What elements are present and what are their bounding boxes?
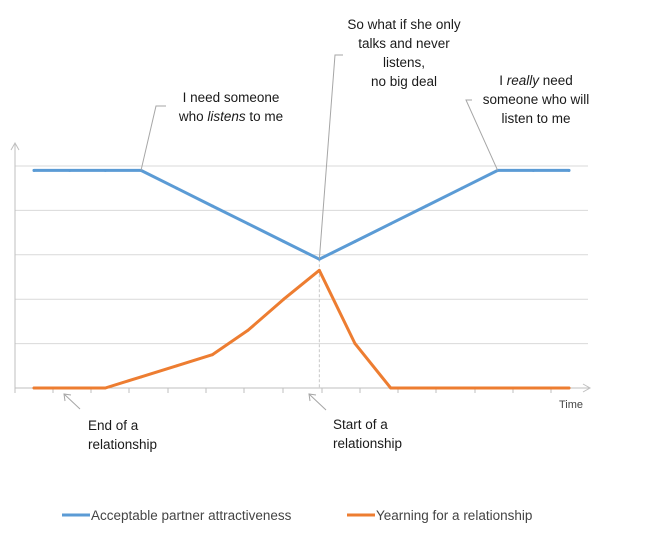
data-point <box>175 364 179 368</box>
annotation-listens: I need someone who listens to me <box>178 90 283 124</box>
data-point <box>175 186 179 190</box>
data-point <box>353 342 357 345</box>
data-point <box>424 204 428 208</box>
data-point <box>68 169 72 172</box>
data-point <box>246 328 250 332</box>
data-point <box>68 386 72 390</box>
leader-line-really <box>465 99 499 171</box>
annotation-end-rel: End of a relationship <box>88 418 157 452</box>
data-point <box>389 222 393 226</box>
leader-line-listens <box>140 105 166 171</box>
data-point <box>210 204 214 208</box>
data-point <box>460 386 464 390</box>
data-point <box>424 386 428 390</box>
pointer-end-relationship <box>63 393 81 410</box>
pointer-end-arrowhead <box>63 393 72 402</box>
data-point <box>567 386 571 390</box>
data-point <box>389 386 393 390</box>
data-point <box>317 268 321 272</box>
data-point <box>496 386 500 390</box>
data-point <box>32 386 36 390</box>
data-point <box>531 386 535 390</box>
data-point <box>353 240 357 243</box>
legend-label-2: Yearning for a relationship <box>376 508 532 523</box>
legend-label-1: Acceptable partner attractiveness <box>91 508 292 523</box>
series-line-1 <box>32 168 571 261</box>
annotation-really: I really need someone who will listen to m… <box>483 73 590 126</box>
data-point <box>531 169 535 172</box>
data-point <box>103 169 107 172</box>
data-point <box>246 222 250 226</box>
series-line-2 <box>32 268 571 390</box>
x-axis-arrow <box>582 383 592 393</box>
annotation-start-rel: Start of a relationship <box>333 417 402 451</box>
annotation-so-what: So what if she only talks and never listen… <box>347 17 461 89</box>
leader-line-so-what <box>318 54 343 260</box>
data-point <box>282 240 286 243</box>
x-axis-label: Time <box>559 399 583 411</box>
data-point <box>210 353 214 357</box>
data-point <box>103 386 107 390</box>
data-point <box>282 297 286 301</box>
data-point <box>567 169 571 172</box>
data-point <box>139 375 143 379</box>
pointer-start-relationship <box>308 393 327 411</box>
data-point <box>460 186 464 190</box>
pointer-start-arrowhead <box>308 393 317 402</box>
y-axis-arrow <box>10 141 20 151</box>
data-point <box>32 169 36 172</box>
